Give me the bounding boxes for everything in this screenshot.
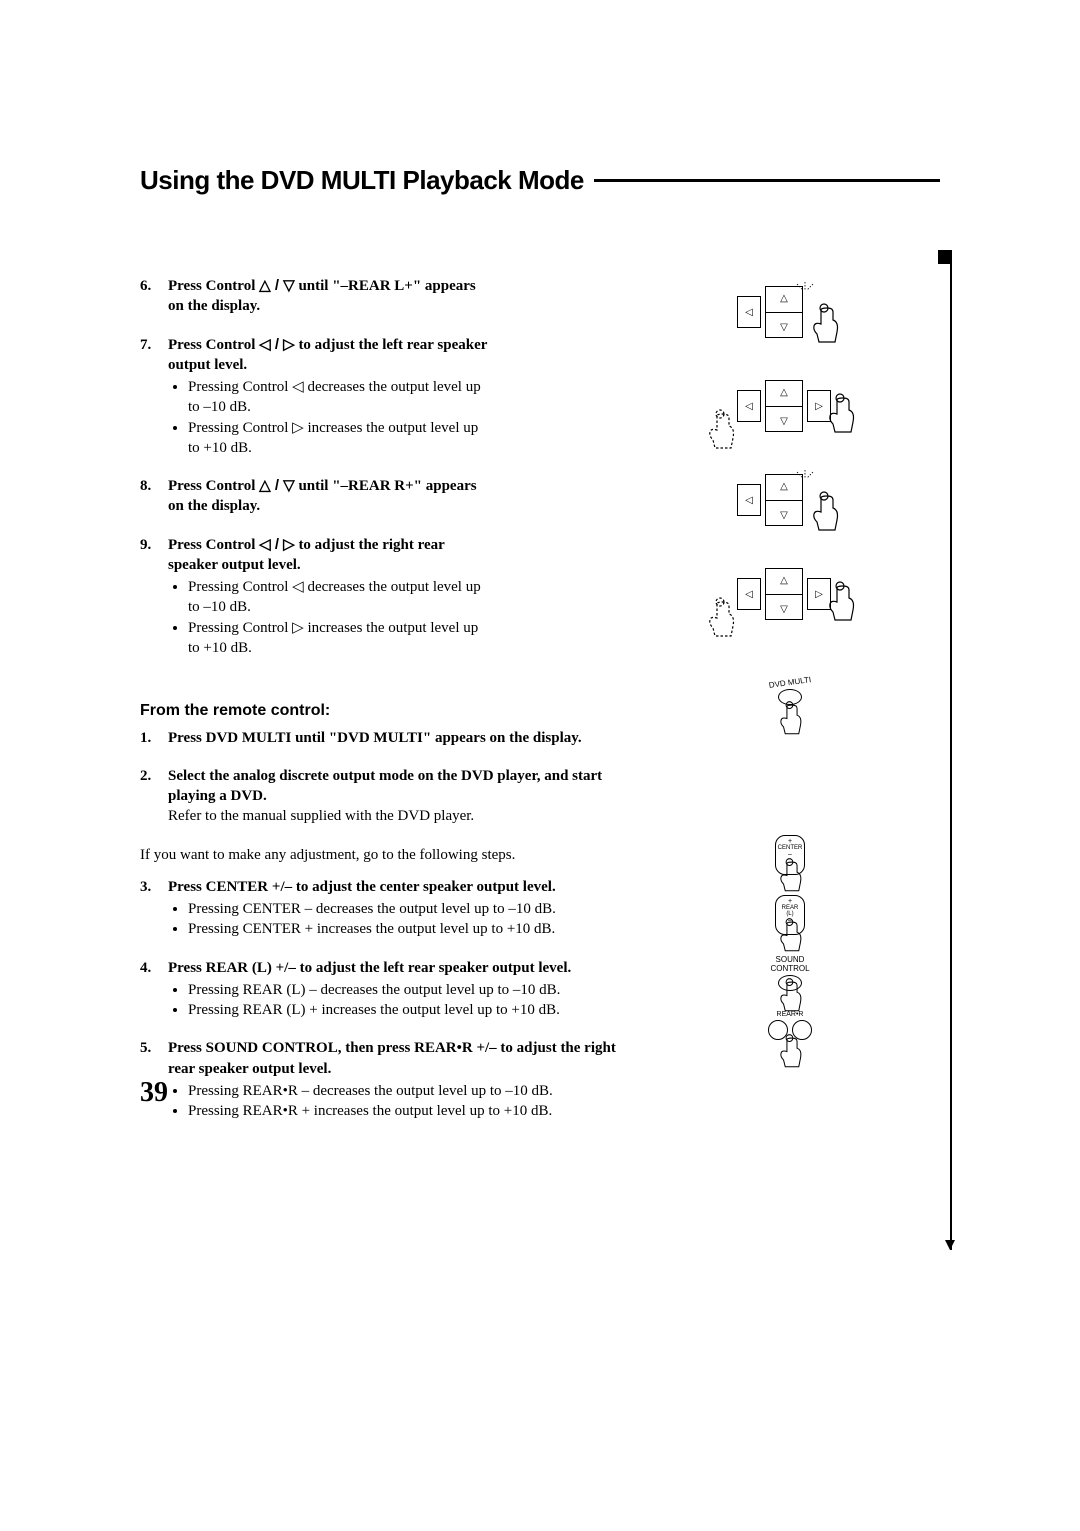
step-item: Select the analog discrete output mode o…: [140, 766, 640, 827]
control-pad-diagram: △ ▽ ◁: [715, 464, 865, 544]
sub-item: Pressing REAR (L) + increases the output…: [188, 1000, 640, 1020]
remote-plain-text: If you want to make any adjustment, go t…: [140, 845, 640, 865]
panel-steps-list: Press Control △ / ▽ until "–REAR L+" app…: [140, 276, 490, 658]
side-marker: [938, 250, 952, 1250]
sub-list: Pressing Control ◁ decreases the output …: [188, 577, 490, 658]
remote-button-diagram: DVD MULTI: [765, 678, 815, 705]
sub-item: Pressing CENTER – decreases the output l…: [188, 899, 640, 919]
step-item: Press DVD MULTI until "DVD MULTI" appear…: [140, 728, 640, 748]
sub-item: Pressing Control ▷ increases the output …: [188, 418, 490, 459]
sub-list: Pressing Control ◁ decreases the output …: [188, 377, 490, 458]
sub-item: Pressing Control ◁ decreases the output …: [188, 377, 490, 418]
remote-button-diagram: SOUNDCONTROL: [765, 955, 815, 991]
remote-button-diagram: REAR•R: [765, 1011, 815, 1040]
remote-button-diagram: +CENTER–: [765, 835, 815, 875]
control-pad-diagram: △ ▽ ◁▷: [715, 370, 865, 450]
step-title: Press CENTER +/– to adjust the center sp…: [168, 879, 556, 895]
step-title: Press Control ◁ / ▷ to adjust the right …: [168, 537, 445, 573]
right-column: △ ▽ ◁ △ ▽ ◁▷ △ ▽ ◁ △ ▽ ◁▷ DVD MULTI +CEN…: [660, 276, 920, 1139]
sub-list: Pressing REAR•R – decreases the output l…: [188, 1081, 640, 1122]
step-title: Press Control ◁ / ▷ to adjust the left r…: [168, 337, 487, 373]
sub-item: Pressing REAR (L) – decreases the output…: [188, 980, 640, 1000]
step-title: Press SOUND CONTROL, then press REAR•R +…: [168, 1040, 616, 1076]
sub-item: Pressing CENTER + increases the output l…: [188, 919, 640, 939]
remote-section-heading: From the remote control:: [140, 700, 640, 722]
remote-button-diagram: +REAR(L)–: [765, 895, 815, 935]
step-item: Press Control △ / ▽ until "–REAR L+" app…: [140, 276, 490, 317]
step-item: Press REAR (L) +/– to adjust the left re…: [140, 958, 640, 1021]
left-column: Press Control △ / ▽ until "–REAR L+" app…: [140, 276, 640, 1139]
step-title: Select the analog discrete output mode o…: [168, 768, 602, 804]
sub-list: Pressing CENTER – decreases the output l…: [188, 899, 640, 940]
step-item: Press Control △ / ▽ until "–REAR R+" app…: [140, 476, 490, 517]
page-title: Using the DVD MULTI Playback Mode: [140, 165, 584, 196]
remote-steps-2: Press CENTER +/– to adjust the center sp…: [140, 877, 640, 1122]
sub-list: Pressing REAR (L) – decreases the output…: [188, 980, 640, 1021]
step-item: Press Control ◁ / ▷ to adjust the left r…: [140, 335, 490, 459]
step-item: Press Control ◁ / ▷ to adjust the right …: [140, 535, 490, 659]
sub-item: Pressing REAR•R – decreases the output l…: [188, 1081, 640, 1101]
title-row: Using the DVD MULTI Playback Mode: [140, 165, 940, 196]
control-pad-diagram: △ ▽ ◁: [715, 276, 865, 356]
sub-item: Pressing Control ◁ decreases the output …: [188, 577, 490, 618]
step-title: Press Control △ / ▽ until "–REAR R+" app…: [168, 478, 477, 514]
page-number: 39: [140, 1077, 168, 1109]
step-title: Press Control △ / ▽ until "–REAR L+" app…: [168, 278, 476, 314]
sub-item: Pressing REAR•R + increases the output l…: [188, 1101, 640, 1121]
refer-text: Refer to the manual supplied with the DV…: [168, 806, 640, 826]
control-pad-diagram: △ ▽ ◁▷: [715, 558, 865, 638]
remote-steps-1: Press DVD MULTI until "DVD MULTI" appear…: [140, 728, 640, 827]
title-rule: [594, 179, 940, 182]
sub-item: Pressing Control ▷ increases the output …: [188, 618, 490, 659]
step-item: Press SOUND CONTROL, then press REAR•R +…: [140, 1038, 640, 1121]
step-title: Press DVD MULTI until "DVD MULTI" appear…: [168, 730, 582, 746]
step-item: Press CENTER +/– to adjust the center sp…: [140, 877, 640, 940]
step-title: Press REAR (L) +/– to adjust the left re…: [168, 960, 571, 976]
